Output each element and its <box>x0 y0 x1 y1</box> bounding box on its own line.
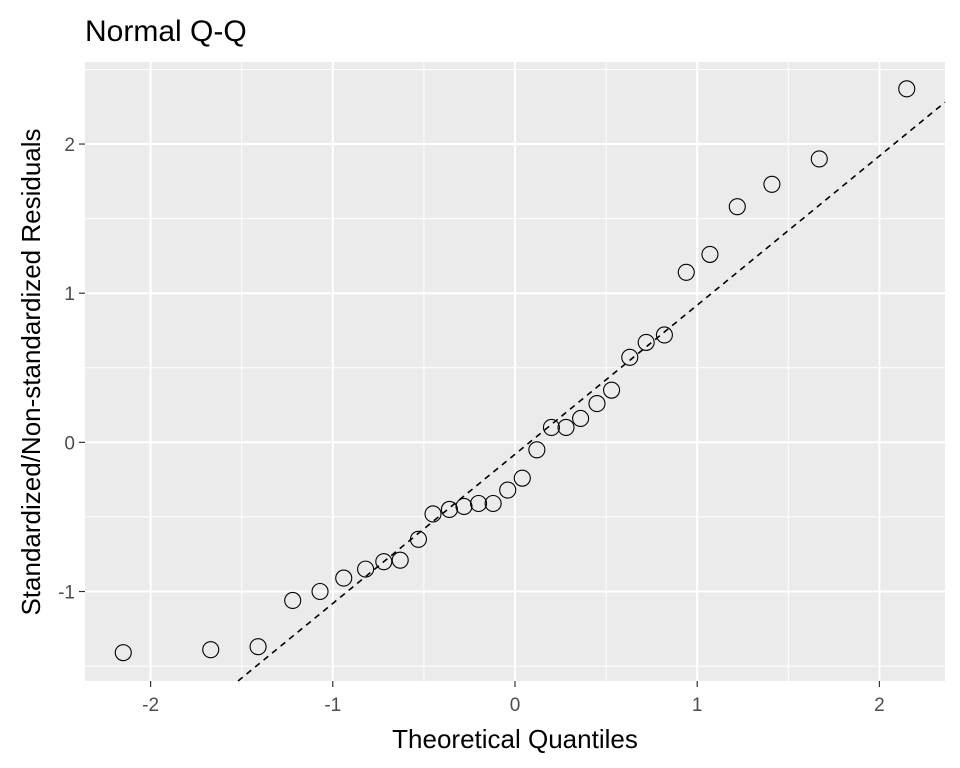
data-point <box>557 418 575 436</box>
y-tick-label: -1 <box>58 583 75 604</box>
chart-title: Normal Q-Q <box>85 15 247 48</box>
x-tick-label: 0 <box>510 695 521 716</box>
x-axis: -2 -1 0 1 2 <box>142 681 885 716</box>
data-point <box>470 494 488 513</box>
data-point <box>284 591 302 610</box>
data-point <box>409 530 427 548</box>
data-point <box>357 560 375 578</box>
data-point <box>391 551 409 569</box>
data-point <box>440 500 458 519</box>
data-point <box>499 481 517 499</box>
data-point <box>588 395 606 413</box>
data-point <box>655 326 673 344</box>
y-axis-title: Standardized/Non-standardized Residuals <box>16 128 46 615</box>
data-point <box>728 198 746 216</box>
data-point <box>898 80 916 98</box>
reference-line-group <box>237 101 946 682</box>
data-point <box>335 569 353 587</box>
data-point <box>621 348 639 366</box>
y-tick-label: 1 <box>64 284 75 305</box>
data-point <box>542 418 560 436</box>
data-point <box>701 245 719 263</box>
major-gridlines <box>85 62 945 681</box>
data-point <box>311 582 329 601</box>
data-point <box>249 638 267 656</box>
x-tick-label: -1 <box>324 695 341 716</box>
data-point <box>810 150 828 168</box>
x-tick-label: 2 <box>874 695 885 716</box>
data-point <box>603 381 621 399</box>
data-point <box>455 497 473 516</box>
x-axis-title: Theoretical Quantiles <box>392 724 638 754</box>
data-point <box>202 641 220 659</box>
data-point <box>484 494 502 513</box>
reference-line <box>237 101 946 682</box>
data-point <box>677 263 695 281</box>
data-point <box>763 175 781 193</box>
data-point <box>572 409 590 428</box>
data-point <box>424 505 442 523</box>
x-tick-label: -2 <box>142 695 159 716</box>
data-point <box>114 644 132 662</box>
y-axis: -1 0 1 2 <box>58 135 85 604</box>
data-point <box>528 441 546 459</box>
data-point <box>637 333 655 351</box>
y-tick-label: 0 <box>64 433 75 454</box>
data-points <box>114 80 916 662</box>
x-tick-label: 1 <box>692 695 703 716</box>
data-point <box>513 469 531 487</box>
y-tick-label: 2 <box>64 135 75 156</box>
